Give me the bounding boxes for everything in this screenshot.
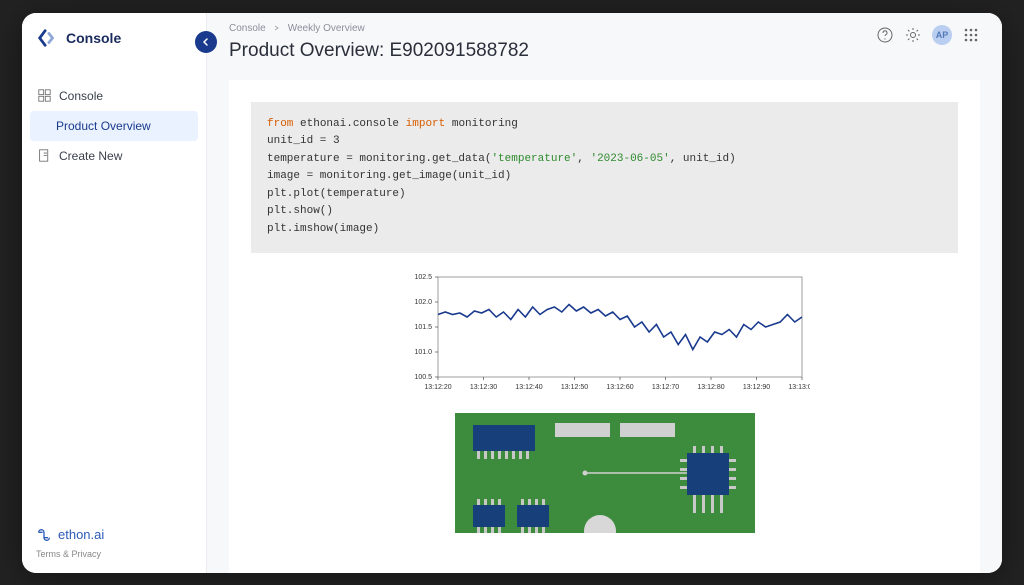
svg-text:13:12:60: 13:12:60 — [606, 384, 633, 391]
sidebar-footer: ethon.ai Terms & Privacy — [22, 513, 206, 573]
chevron-right-icon — [274, 25, 280, 31]
sidebar-item-product-overview[interactable]: Product Overview — [30, 111, 198, 141]
chevron-left-icon — [201, 37, 211, 47]
help-button[interactable] — [876, 26, 894, 44]
page-title: Product Overview: E902091588782 — [229, 40, 864, 62]
sidebar-nav: Console Product Overview Create New — [22, 63, 206, 171]
svg-text:100.5: 100.5 — [414, 374, 432, 381]
sidebar-collapse-button[interactable] — [195, 31, 217, 53]
code-block: from ethonai.console import monitoring u… — [251, 102, 958, 253]
dashboard-icon — [38, 89, 51, 102]
svg-text:13:13:00: 13:13:00 — [788, 384, 810, 391]
content-panel: from ethonai.console import monitoring u… — [229, 80, 980, 573]
sidebar-item-label: Console — [59, 89, 103, 103]
svg-text:13:12:80: 13:12:80 — [697, 384, 724, 391]
svg-text:13:12:20: 13:12:20 — [424, 384, 451, 391]
brand-name: Console — [66, 30, 121, 46]
svg-text:13:12:30: 13:12:30 — [469, 384, 496, 391]
svg-text:13:12:70: 13:12:70 — [651, 384, 678, 391]
topbar: Console Weekly Overview Product Overview… — [207, 13, 1002, 62]
sidebar-item-label: Product Overview — [56, 119, 151, 133]
breadcrumb-current: Weekly Overview — [288, 23, 365, 34]
footer-legal-link[interactable]: Terms & Privacy — [36, 549, 192, 559]
svg-text:13:12:50: 13:12:50 — [560, 384, 587, 391]
logo-icon — [36, 27, 58, 49]
main-area: Console Weekly Overview Product Overview… — [207, 13, 1002, 573]
temperature-chart: 100.5 101.0 101.5 102.0 102.5 13:12:20 13:12:3… — [400, 271, 810, 401]
ethon-logo-icon — [36, 527, 52, 543]
settings-button[interactable] — [904, 26, 922, 44]
sidebar: Console Console Product Overview Create … — [22, 13, 207, 573]
sidebar-item-create-new[interactable]: Create New — [22, 141, 206, 171]
gear-icon — [905, 27, 921, 43]
app-window: Console Console Product Overview Create … — [22, 13, 1002, 573]
svg-text:13:12:40: 13:12:40 — [515, 384, 542, 391]
output-area: 100.5 101.0 101.5 102.0 102.5 13:12:20 13:12:3… — [251, 253, 958, 533]
svg-text:102.5: 102.5 — [414, 274, 432, 281]
svg-text:101.0: 101.0 — [414, 349, 432, 356]
apps-button[interactable] — [962, 26, 980, 44]
topbar-left: Console Weekly Overview Product Overview… — [229, 23, 864, 62]
footer-brand-label: ethon.ai — [58, 527, 104, 542]
sidebar-header: Console — [22, 13, 206, 63]
create-icon — [38, 149, 51, 162]
footer-brand[interactable]: ethon.ai — [36, 527, 192, 543]
svg-text:13:12:90: 13:12:90 — [742, 384, 769, 391]
sidebar-item-console[interactable]: Console — [22, 81, 206, 111]
svg-text:101.5: 101.5 — [414, 324, 432, 331]
sidebar-item-label: Create New — [59, 149, 122, 163]
svg-text:102.0: 102.0 — [414, 299, 432, 306]
breadcrumb-root[interactable]: Console — [229, 23, 266, 34]
apps-grid-icon — [963, 27, 979, 43]
pcb-image — [455, 413, 755, 533]
topbar-icons: AP — [876, 23, 980, 45]
breadcrumb: Console Weekly Overview — [229, 23, 864, 34]
avatar[interactable]: AP — [932, 25, 952, 45]
help-icon — [877, 27, 893, 43]
